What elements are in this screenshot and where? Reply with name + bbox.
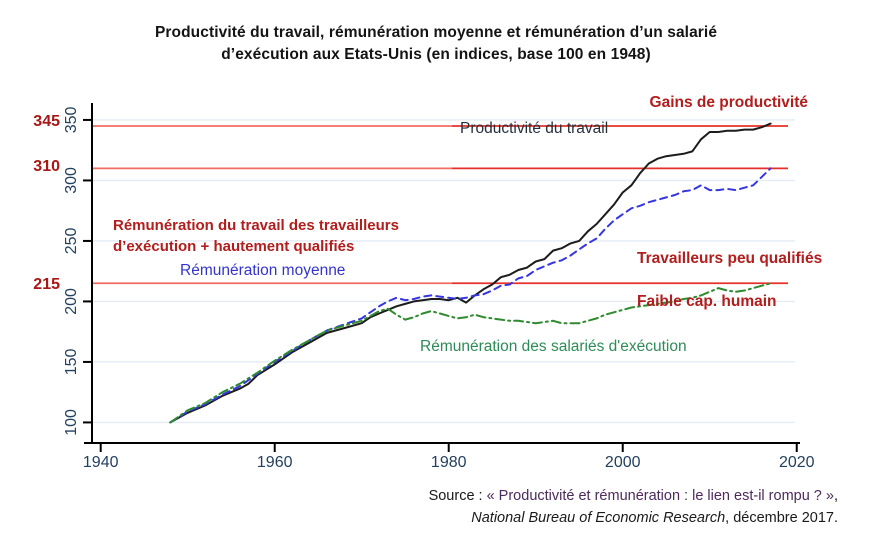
x-tick-label: 1980 <box>431 454 467 471</box>
source-note: Source : « Productivité et rémunération … <box>429 485 838 529</box>
series-label-remuneration-moyenne: Rémunération moyenne <box>180 262 346 279</box>
series-label-remuneration-execution: Rémunération des salariés d'exécution <box>420 338 687 355</box>
source-journal: National Bureau of Economic Research <box>471 510 726 526</box>
annotation-remuneration-travailleurs-line2: d’exécution + hautement qualifiés <box>113 238 355 255</box>
source-suffix: , <box>833 488 838 504</box>
y-tick-label: 300 <box>63 167 80 194</box>
source-quoted-title: « Productivité et rémunération : le lien… <box>486 488 834 504</box>
source-line1: Source : « Productivité et rémunération … <box>429 485 838 507</box>
annotation-remuneration-travailleurs: Rémunération du travail des travailleurs… <box>113 215 399 257</box>
y-tick-label: 250 <box>63 227 80 254</box>
data-series-dashdot <box>169 282 772 424</box>
chart-title: Productivité du travail, rémunération mo… <box>0 22 872 66</box>
x-tick-label: 2000 <box>605 454 641 471</box>
chart-title-line2: d’exécution aux Etats-Unis (en indices, … <box>221 46 651 63</box>
annotation-faible-cap-humain: Faible cap. humain <box>637 293 777 310</box>
y-tick-label: 200 <box>63 288 80 315</box>
chart-title-line1: Productivité du travail, rémunération mo… <box>154 24 718 41</box>
x-tick-label: 1940 <box>83 454 119 471</box>
source-line2: National Bureau of Economic Research, dé… <box>429 507 838 529</box>
data-series-solid <box>169 122 772 424</box>
x-tick-label: 1960 <box>257 454 293 471</box>
annotation-remuneration-travailleurs-line1: Rémunération du travail des travailleurs <box>113 217 399 234</box>
x-tick-label: 2020 <box>779 454 815 471</box>
series-label-productivite: Productivité du travail <box>460 120 609 137</box>
source-tail: , décembre 2017. <box>725 510 838 526</box>
y-tick-label: 350 <box>63 106 80 133</box>
refline-value-310: 310 <box>33 158 60 175</box>
refline-value-345: 345 <box>33 113 60 130</box>
y-tick-label: 100 <box>63 409 80 436</box>
refline-value-215: 215 <box>33 276 60 293</box>
annotation-travailleurs-peu-qualifies: Travailleurs peu qualifiés <box>637 250 823 267</box>
y-tick-label: 150 <box>63 348 80 375</box>
source-prefix: Source : <box>428 488 487 504</box>
annotation-gains-de-productivite: Gains de productivité <box>649 94 808 111</box>
